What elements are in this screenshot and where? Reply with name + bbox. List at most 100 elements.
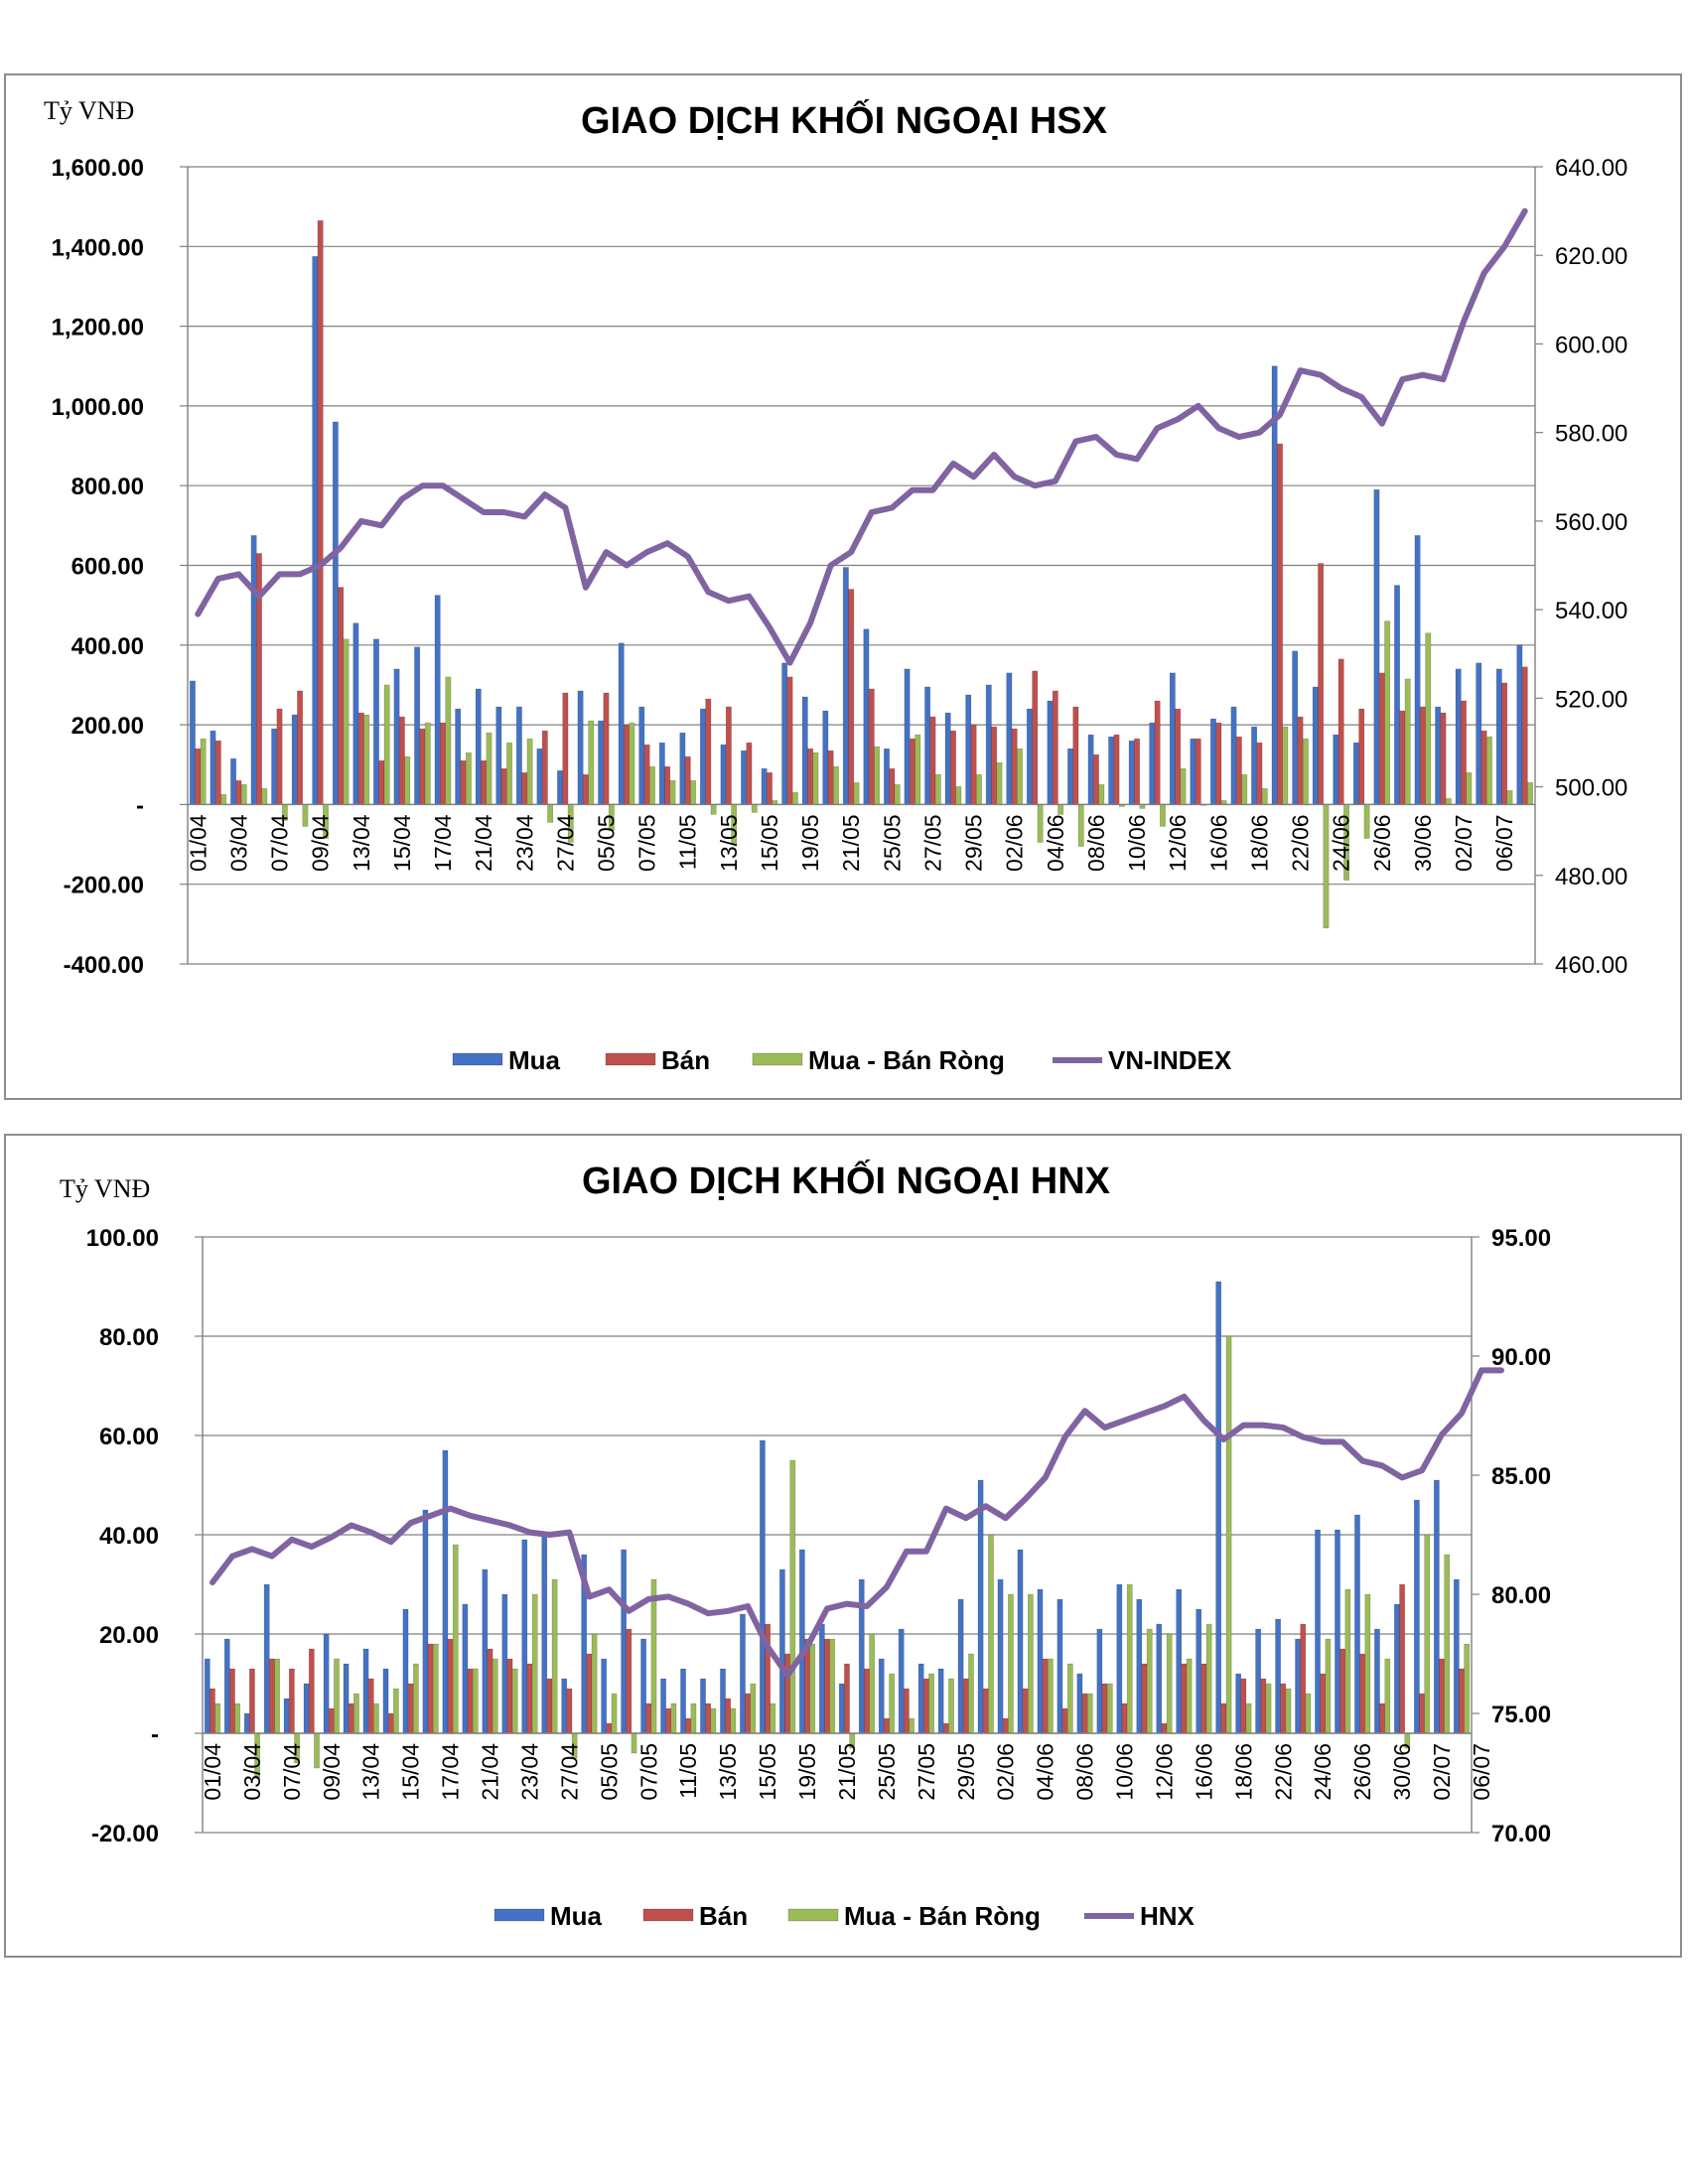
hnx-bar-ban: [467, 1668, 474, 1734]
hnx-bar-ban: [982, 1688, 989, 1734]
hsx-bar-mua: [924, 686, 931, 805]
hnx-bar-rong: [650, 1578, 657, 1734]
hnx-y2-tick-label: 75.00: [1491, 1702, 1551, 1728]
hsx-x-tick-label: 15/04: [389, 814, 415, 872]
hnx-bar-mua: [1096, 1628, 1103, 1734]
hnx-bar-ban: [210, 1688, 215, 1734]
hnx-bar-rong: [1344, 1588, 1351, 1734]
hnx-bar-ban: [1002, 1717, 1009, 1734]
hsx-bar-ban: [317, 219, 324, 805]
hsx-bar-ban: [541, 730, 548, 805]
hsx-x-tick-label: 24/06: [1329, 814, 1354, 872]
hsx-y-tick-label: -200.00: [64, 873, 144, 899]
hnx-bar-rong: [452, 1544, 459, 1734]
hnx-bar-ban: [1379, 1703, 1386, 1734]
hsx-y-tick-label: -400.00: [64, 952, 144, 979]
hnx-bar-mua: [1056, 1598, 1063, 1734]
hsx-bar-mua: [761, 767, 768, 805]
hnx-bar-rong: [392, 1688, 399, 1734]
hnx-bar-ban: [725, 1698, 732, 1734]
hnx-x-tick-label: 19/05: [794, 1743, 820, 1801]
hsx-bar-mua: [1352, 742, 1359, 805]
hnx-bar-ban: [586, 1653, 593, 1734]
hnx-bar-ban: [685, 1717, 692, 1734]
hsx-bar-ban: [1092, 753, 1099, 805]
hsx-bar-ban: [1235, 736, 1242, 805]
hnx-bar-mua: [1017, 1549, 1024, 1734]
hnx-x-tick-label: 17/04: [438, 1743, 464, 1801]
hnx-bar-mua: [720, 1668, 726, 1734]
hsx-x-tick-label: 22/06: [1288, 814, 1314, 872]
hnx-bar-ban: [546, 1678, 553, 1734]
hnx-x-tick-label: 15/05: [755, 1743, 780, 1801]
hnx-y-tick-label: 100.00: [86, 1225, 159, 1252]
hnx-bar-rong: [789, 1459, 796, 1734]
hsx-y-tick-label: -: [136, 792, 144, 819]
hnx-bar-rong: [690, 1703, 697, 1734]
hsx-bar-rong: [1017, 748, 1024, 805]
hsx-bar-rong: [1302, 738, 1309, 805]
hnx-bar-mua: [838, 1683, 845, 1734]
hnx-bar-mua: [1433, 1479, 1440, 1734]
hnx-bar-rong: [928, 1673, 934, 1734]
hsx-bar-mua: [1373, 488, 1380, 805]
hsx-x-tick-label: 07/05: [634, 814, 660, 872]
hsx-bar-mua: [536, 748, 543, 805]
hsx-bar-rong: [220, 794, 227, 805]
hnx-bar-ban: [328, 1707, 335, 1734]
hnx-bar-ban: [705, 1703, 712, 1734]
hsx-bar-mua: [822, 710, 829, 805]
hnx-bar-rong: [551, 1578, 558, 1734]
hsx-bar-mua: [1292, 650, 1299, 805]
hsx-chart: GIAO DỊCH KHỐI NGOẠI HSX Tỷ VNĐ 1,600.00 1,…: [44, 96, 1627, 1075]
hnx-bar-rong: [353, 1693, 359, 1734]
hnx-bar-mua: [402, 1608, 409, 1734]
hnx-legend-label: HNX: [1140, 1901, 1196, 1931]
hnx-bar-rong: [274, 1658, 280, 1734]
hsx-bar-rong: [751, 804, 758, 813]
hsx-bar-mua: [1333, 734, 1339, 805]
hnx-bar-rong: [809, 1643, 816, 1734]
hnx-y2-tick-label: 70.00: [1491, 1821, 1551, 1847]
hnx-bar-rong: [1086, 1693, 1093, 1734]
hsx-bar-ban: [664, 765, 671, 805]
hnx-bar-mua: [362, 1648, 369, 1734]
hsx-bar-ban: [1297, 716, 1304, 805]
hsx-x-tick-label: 25/05: [879, 814, 905, 872]
hnx-bar-mua: [323, 1633, 330, 1734]
hnx-bar-mua: [482, 1569, 489, 1734]
hnx-y2-tick-label: 90.00: [1491, 1344, 1551, 1371]
hsx-bar-ban: [889, 767, 896, 805]
hsx-y-tick-label: 1,000.00: [52, 394, 144, 421]
hsx-bar-ban: [1318, 563, 1325, 805]
hnx-bar-mua: [660, 1678, 666, 1734]
hsx-bar-mua: [842, 567, 849, 805]
hsx-bar-ban: [1032, 670, 1039, 805]
hsx-bar-mua: [1047, 700, 1054, 805]
hsx-bar-mua: [1271, 365, 1278, 805]
hnx-bar-mua: [700, 1678, 706, 1734]
hsx-bar-rong: [648, 765, 655, 805]
hsx-x-tick-label: 01/04: [185, 814, 211, 872]
hnx-bar-ban: [844, 1663, 850, 1734]
hsx-bar-mua: [618, 642, 625, 805]
hsx-bar-ban: [481, 759, 488, 805]
hnx-bar-ban: [645, 1703, 652, 1734]
hsx-y2-tick-label: 520.00: [1555, 686, 1627, 713]
hsx-x-tick-label: 30/06: [1410, 814, 1436, 872]
hsx-bar-rong: [1425, 632, 1432, 805]
hsx-x-tick-label: 27/05: [919, 814, 945, 872]
hnx-bar-ban: [1220, 1703, 1227, 1734]
hnx-bar-ban: [1339, 1648, 1346, 1734]
hsx-bar-rong: [240, 784, 247, 805]
hnx-bar-mua: [997, 1578, 1004, 1734]
hnx-x-tick-label: 10/06: [1112, 1743, 1138, 1801]
hnx-bar-ban: [1459, 1668, 1465, 1734]
hnx-bar-ban: [1240, 1678, 1247, 1734]
hsx-bar-mua: [577, 690, 584, 805]
hsx-bar-ban: [848, 589, 855, 805]
hsx-bar-ban: [1358, 708, 1365, 805]
hsx-bar-mua: [801, 696, 808, 805]
hnx-bar-ban: [1280, 1683, 1287, 1734]
hnx-bar-ban: [308, 1648, 315, 1734]
